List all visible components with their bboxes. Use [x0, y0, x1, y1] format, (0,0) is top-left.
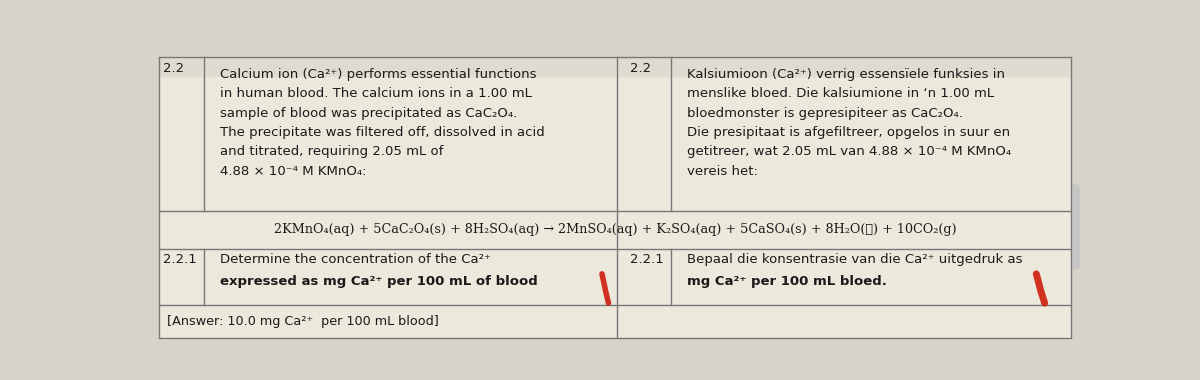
Text: 4.88 × 10⁻⁴ M KMnO₄:: 4.88 × 10⁻⁴ M KMnO₄: [220, 165, 366, 178]
Text: Die presipitaat is afgefiltreer, opgelos in suur en: Die presipitaat is afgefiltreer, opgelos… [686, 126, 1009, 139]
Text: Determine the concentration of the Ca²⁺: Determine the concentration of the Ca²⁺ [220, 253, 491, 266]
Text: 2.2.1: 2.2.1 [630, 253, 664, 266]
Text: The precipitate was filtered off, dissolved in acid: The precipitate was filtered off, dissol… [220, 126, 545, 139]
Text: mg Ca²⁺ per 100 mL bloed.: mg Ca²⁺ per 100 mL bloed. [686, 275, 887, 288]
Text: bloedmonster is gepresipiteer as CaC₂O₄.: bloedmonster is gepresipiteer as CaC₂O₄. [686, 107, 962, 120]
Text: vereis het:: vereis het: [686, 165, 757, 178]
Text: [Answer: 10.0 mg Ca²⁺  per 100 mL blood]: [Answer: 10.0 mg Ca²⁺ per 100 mL blood] [167, 315, 438, 328]
Text: and titrated, requiring 2.05 mL of: and titrated, requiring 2.05 mL of [220, 146, 443, 158]
Text: Kalsiumioon (Ca²⁺) verrig essensïele funksies in: Kalsiumioon (Ca²⁺) verrig essensïele fun… [686, 68, 1004, 81]
Text: in human blood. The calcium ions in a 1.00 mL: in human blood. The calcium ions in a 1.… [220, 87, 532, 100]
Circle shape [810, 174, 1145, 280]
Text: 2.2: 2.2 [163, 62, 184, 75]
Text: 2KMnO₄(aq) + 5CaC₂O₄(s) + 8H₂SO₄(aq) → 2MnSO₄(aq) + K₂SO₄(aq) + 5CaSO₄(s) + 8H₂O: 2KMnO₄(aq) + 5CaC₂O₄(s) + 8H₂SO₄(aq) → 2… [274, 223, 956, 236]
Text: Bepaal die konsentrasie van die Ca²⁺ uitgedruk as: Bepaal die konsentrasie van die Ca²⁺ uit… [686, 253, 1022, 266]
Text: Calcium ion (Ca²⁺) performs essential functions: Calcium ion (Ca²⁺) performs essential fu… [220, 68, 536, 81]
Polygon shape [160, 57, 1070, 76]
Text: getitreer, wat 2.05 mL van 4.88 × 10⁻⁴ M KMnO₄: getitreer, wat 2.05 mL van 4.88 × 10⁻⁴ M… [686, 146, 1010, 158]
Text: 2.2.1: 2.2.1 [163, 253, 197, 266]
Text: sample of blood was precipitated as CaC₂O₄.: sample of blood was precipitated as CaC₂… [220, 107, 517, 120]
Text: menslike bloed. Die kalsiumione in ‘n 1.00 mL: menslike bloed. Die kalsiumione in ‘n 1.… [686, 87, 994, 100]
Text: 2.2: 2.2 [630, 62, 652, 75]
Circle shape [220, 81, 740, 245]
Text: expressed as mg Ca²⁺ per 100 mL of blood: expressed as mg Ca²⁺ per 100 mL of blood [220, 275, 538, 288]
Polygon shape [160, 57, 1070, 338]
